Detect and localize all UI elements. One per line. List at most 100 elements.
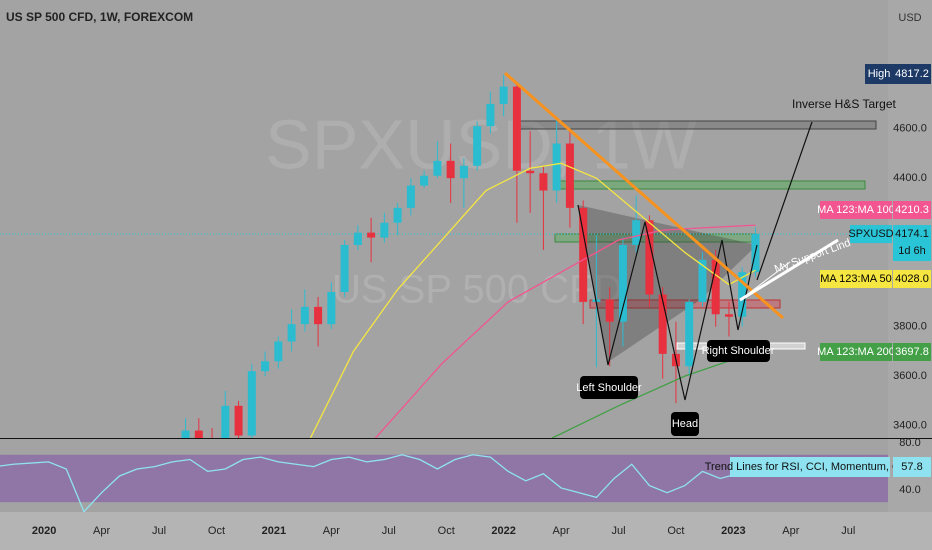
- indicator-label: Trend Lines for RSI, CCI, Momentum, OBV: [705, 461, 916, 473]
- candle-body: [605, 299, 614, 322]
- candle-body: [433, 160, 442, 176]
- price-name: SPXUSD: [848, 228, 893, 240]
- x-tick-label: Jul: [152, 525, 166, 537]
- candle-body: [353, 232, 362, 245]
- label-box: [580, 376, 638, 399]
- x-tick-label: Apr: [782, 525, 799, 537]
- candle-body: [579, 207, 588, 302]
- candle-body: [393, 207, 402, 223]
- candle-body: [618, 244, 627, 322]
- annotation: Inverse H&S Target: [792, 97, 896, 111]
- x-tick-label: 2023: [721, 525, 745, 537]
- candle-body: [658, 294, 667, 354]
- candle-body: [234, 405, 243, 436]
- ma-value: 3697.8: [895, 346, 929, 358]
- line: [551, 351, 756, 438]
- trend-line: [504, 71, 784, 320]
- x-tick-label: Oct: [667, 525, 684, 537]
- x-tick-label: Jul: [841, 525, 855, 537]
- price-value: 4174.1: [895, 228, 929, 240]
- y-tick-label: 4400.0: [893, 172, 927, 184]
- candle-body: [632, 220, 641, 245]
- x-tick-label: 2022: [491, 525, 515, 537]
- countdown: 1d 6h: [898, 245, 926, 257]
- candle-body: [221, 405, 230, 438]
- candle-body: [300, 306, 309, 325]
- x-tick-label: Jul: [611, 525, 625, 537]
- ma-label: MA 123:MA 200: [817, 346, 895, 358]
- candle-body: [473, 126, 482, 166]
- candle-body: [314, 306, 323, 325]
- candle-body: [327, 292, 336, 325]
- high-box: [865, 64, 893, 84]
- candle-body: [287, 324, 296, 342]
- x-tick-label: Jul: [382, 525, 396, 537]
- y-tick-label: 40.0: [899, 484, 920, 496]
- y-tick-label: 3600.0: [893, 370, 927, 382]
- ma-label-box: [820, 270, 892, 288]
- indicator-label-box: [730, 457, 890, 477]
- x-tick-label: Apr: [323, 525, 340, 537]
- ma-label-box: [820, 343, 892, 361]
- line: [0, 454, 756, 512]
- y-tick-label: 4600.0: [893, 123, 927, 135]
- watermark: US SP 500 CFD: [332, 268, 623, 312]
- candle-body: [526, 170, 535, 174]
- chart-title: US SP 500 CFD, 1W, FOREXCOM: [6, 10, 193, 24]
- high-value: 4817.2: [895, 68, 929, 80]
- x-tick-label: Oct: [438, 525, 455, 537]
- price-box: [893, 225, 931, 262]
- candle-body: [565, 143, 574, 208]
- candle-body: [181, 430, 190, 438]
- candle-body: [711, 259, 720, 315]
- ma-label: MA 123:MA 100: [817, 204, 895, 216]
- support-line: [739, 261, 791, 301]
- ma-label-box: [820, 201, 892, 219]
- line: [309, 162, 756, 438]
- ma-value-box: [893, 343, 931, 361]
- indicator-value-box: [893, 457, 931, 477]
- x-tick-label: Apr: [93, 525, 110, 537]
- x-tick-label: 2021: [262, 525, 286, 537]
- ma-value: 4028.0: [895, 273, 929, 285]
- candle-body: [724, 314, 733, 317]
- candle-body: [247, 371, 256, 436]
- candle-body: [486, 103, 495, 127]
- line: [375, 224, 756, 438]
- target-line: [756, 121, 813, 281]
- x-tick-label: 2020: [32, 525, 56, 537]
- candle-body: [367, 232, 376, 238]
- candle-body: [261, 361, 270, 372]
- annotation: Left Shoulder: [576, 382, 642, 394]
- annotation: Head: [672, 418, 698, 430]
- candle-body: [274, 341, 283, 362]
- candle-body: [645, 220, 654, 295]
- candle-body: [552, 143, 561, 191]
- candle-body: [194, 430, 203, 438]
- zone: [519, 120, 877, 130]
- candle-body: [459, 165, 468, 179]
- candle-body: [512, 86, 521, 171]
- ma-value-box: [893, 201, 931, 219]
- zone: [589, 299, 781, 309]
- label-box: [671, 412, 699, 436]
- high-value-box: [893, 64, 931, 84]
- candle-body: [738, 272, 747, 317]
- indicator-value: 57.8: [901, 461, 922, 473]
- time-axis: [0, 512, 932, 550]
- label-box: [707, 340, 770, 362]
- currency: USD: [898, 12, 921, 24]
- candle-body: [420, 175, 429, 186]
- y-tick-label: 80.0: [899, 437, 920, 449]
- y-tick-label: 3400.0: [893, 420, 927, 432]
- ma-value-box: [893, 270, 931, 288]
- ma-label: MA 123:MA 50: [820, 273, 892, 285]
- candle-body: [380, 222, 389, 238]
- high-label: High: [868, 68, 891, 80]
- ma-value: 4210.3: [895, 204, 929, 216]
- candle-body: [539, 173, 548, 191]
- candle-body: [499, 86, 508, 104]
- price-name-box: [850, 225, 892, 244]
- support-line: [739, 238, 839, 302]
